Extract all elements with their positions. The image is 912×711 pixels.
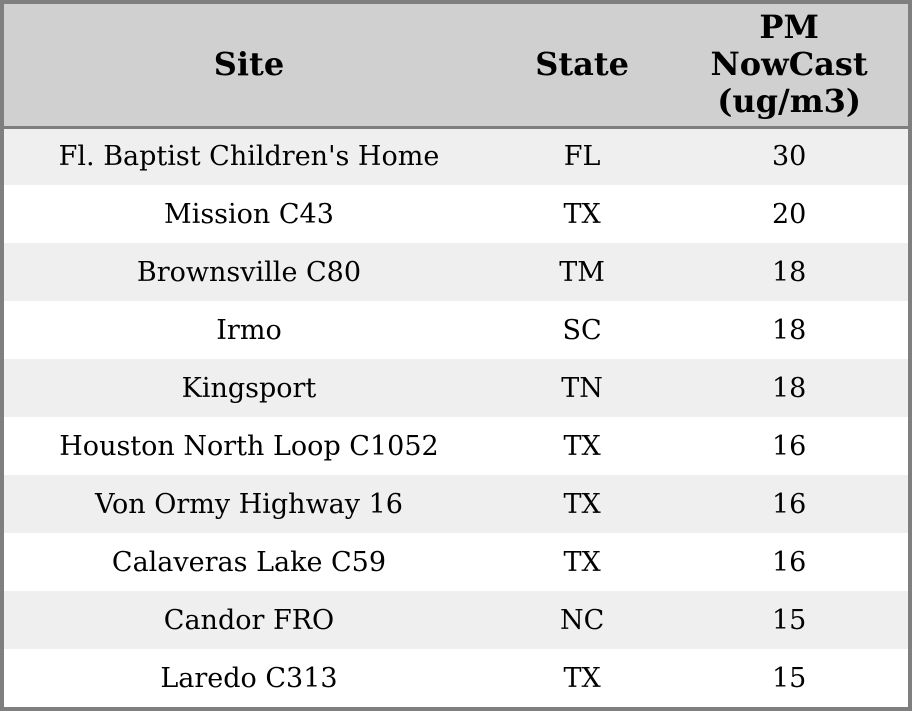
site-cell: Brownsville C80 <box>4 243 494 301</box>
state-cell: FL <box>493 127 671 185</box>
state-cell: TX <box>493 533 671 591</box>
state-cell: TM <box>493 243 671 301</box>
site-cell: Houston North Loop C1052 <box>4 417 494 475</box>
pm-nowcast-cell: 30 <box>670 127 908 185</box>
table-row: Laredo C313 TX 15 <box>4 649 908 707</box>
column-header-pm-nowcast: PM NowCast (ug/m3) <box>670 4 908 129</box>
column-header-state: State <box>493 4 671 129</box>
table-row: Kingsport TN 18 <box>4 359 908 417</box>
table-header: Site State PM NowCast (ug/m3) <box>4 4 908 129</box>
pm-nowcast-cell: 20 <box>670 185 908 243</box>
state-cell: TX <box>493 649 671 707</box>
pm-nowcast-table: Site State PM NowCast (ug/m3) Fl. Baptis… <box>4 4 908 707</box>
table-row: Calaveras Lake C59 TX 16 <box>4 533 908 591</box>
state-cell: TN <box>493 359 671 417</box>
site-cell: Calaveras Lake C59 <box>4 533 494 591</box>
pm-nowcast-cell: 16 <box>670 533 908 591</box>
pm-nowcast-cell: 15 <box>670 649 908 707</box>
pm-nowcast-cell: 16 <box>670 475 908 533</box>
table-row: Candor FRO NC 15 <box>4 591 908 649</box>
pm-nowcast-cell: 15 <box>670 591 908 649</box>
header-row: Site State PM NowCast (ug/m3) <box>4 4 908 129</box>
state-cell: SC <box>493 301 671 359</box>
site-cell: Candor FRO <box>4 591 494 649</box>
pm-nowcast-cell: 18 <box>670 243 908 301</box>
state-cell: TX <box>493 475 671 533</box>
site-cell: Fl. Baptist Children's Home <box>4 127 494 185</box>
site-cell: Kingsport <box>4 359 494 417</box>
table-row: Brownsville C80 TM 18 <box>4 243 908 301</box>
table-row: Von Ormy Highway 16 TX 16 <box>4 475 908 533</box>
site-cell: Von Ormy Highway 16 <box>4 475 494 533</box>
table-body: Fl. Baptist Children's Home FL 30 Missio… <box>4 127 908 707</box>
pm-nowcast-cell: 16 <box>670 417 908 475</box>
pm-nowcast-cell: 18 <box>670 359 908 417</box>
site-cell: Mission C43 <box>4 185 494 243</box>
state-cell: NC <box>493 591 671 649</box>
state-cell: TX <box>493 185 671 243</box>
site-cell: Laredo C313 <box>4 649 494 707</box>
table-row: Mission C43 TX 20 <box>4 185 908 243</box>
column-header-site: Site <box>4 4 494 129</box>
pm-nowcast-cell: 18 <box>670 301 908 359</box>
table-row: Irmo SC 18 <box>4 301 908 359</box>
state-cell: TX <box>493 417 671 475</box>
site-cell: Irmo <box>4 301 494 359</box>
table-row: Fl. Baptist Children's Home FL 30 <box>4 127 908 185</box>
table-row: Houston North Loop C1052 TX 16 <box>4 417 908 475</box>
